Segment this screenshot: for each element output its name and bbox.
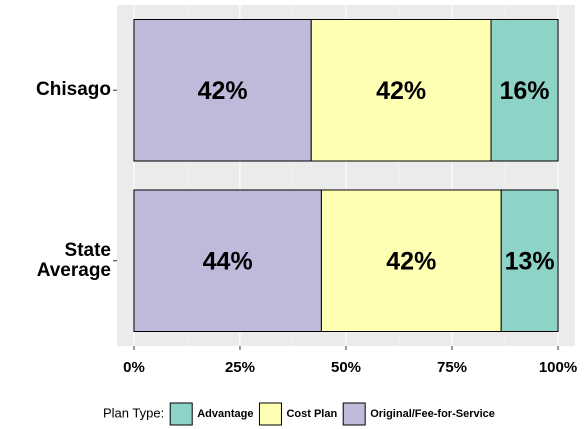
y-tick-label: Chisago bbox=[36, 79, 111, 101]
legend-title: Plan Type: bbox=[103, 405, 164, 420]
data-label: 42% bbox=[376, 77, 426, 105]
legend-key bbox=[258, 402, 282, 426]
bar-segment bbox=[133, 18, 312, 162]
legend-key bbox=[169, 402, 193, 426]
data-label: 42% bbox=[198, 77, 248, 105]
x-tick-label: 25% bbox=[225, 359, 255, 376]
x-tick-label: 100% bbox=[539, 359, 577, 376]
bar-segment bbox=[133, 189, 322, 333]
data-label: 13% bbox=[505, 247, 555, 275]
bar-segment bbox=[500, 189, 559, 333]
data-label: 16% bbox=[500, 77, 550, 105]
x-tick-label: 0% bbox=[123, 359, 145, 376]
bar-segment bbox=[320, 189, 502, 333]
legend-label: Cost Plan bbox=[286, 408, 337, 420]
x-tick-label: 75% bbox=[437, 359, 467, 376]
data-label: 42% bbox=[386, 247, 436, 275]
legend-label: Original/Fee-for-Service bbox=[370, 408, 495, 420]
data-label: 44% bbox=[203, 247, 253, 275]
legend-key bbox=[342, 402, 366, 426]
x-tick-label: 50% bbox=[331, 359, 361, 376]
bar-segment bbox=[490, 18, 559, 162]
legend-label: Advantage bbox=[197, 408, 253, 420]
bar-segment bbox=[310, 18, 492, 162]
y-tick-label: State Average bbox=[36, 239, 111, 281]
